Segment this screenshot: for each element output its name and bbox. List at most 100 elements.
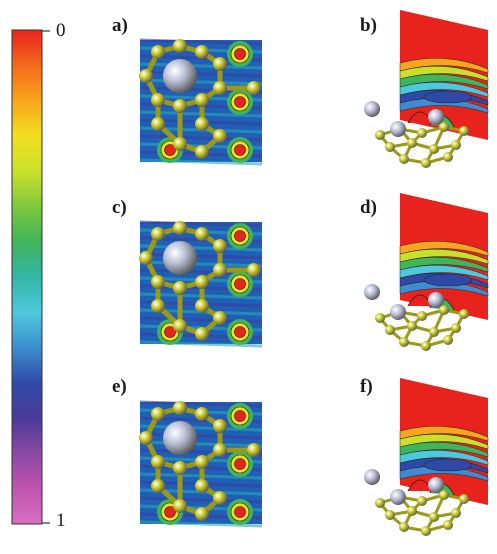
carbon-atom [195, 275, 209, 289]
side-view-panel-f [364, 378, 489, 536]
carbon-atom [417, 128, 427, 138]
carbon-atom [459, 126, 469, 136]
side-view-panel-b [364, 10, 489, 168]
carbon-atom [385, 325, 395, 335]
colorbar [11, 29, 50, 525]
carbon-atom [173, 499, 187, 513]
carbon-atom [173, 319, 187, 333]
carbon-atom [151, 227, 165, 241]
carbon-atom [417, 496, 427, 506]
carbon-atom [151, 117, 165, 131]
carbon-atom [443, 520, 453, 530]
carbon-atom [139, 69, 153, 83]
carbon-atom [407, 506, 417, 516]
adatom [364, 469, 380, 485]
carbon-atom [151, 299, 165, 313]
adatom [428, 109, 444, 125]
carbon-atom [139, 251, 153, 265]
carbon-atom [213, 311, 227, 325]
top-view-panel-c [139, 220, 263, 348]
colorbar-gradient [11, 29, 50, 525]
carbon-atom [375, 313, 385, 323]
carbon-atom [439, 122, 449, 132]
carbon-atom [247, 81, 261, 95]
carbon-atom [195, 507, 209, 521]
carbon-atom [247, 443, 261, 457]
carbon-atom [195, 407, 209, 421]
adatom [428, 292, 444, 308]
carbon-atom [195, 117, 209, 131]
carbon-atom [213, 81, 227, 95]
carbon-atom [399, 154, 409, 164]
carbon-atom [195, 45, 209, 59]
carbon-atom [429, 512, 439, 522]
adatom [428, 477, 444, 493]
adatom [163, 421, 197, 455]
carbon-atom [213, 443, 227, 457]
carbon-atom [151, 93, 165, 107]
panel-label-e: e) [112, 376, 127, 397]
carbon-atom [195, 327, 209, 341]
carbon-atom [443, 152, 453, 162]
carbon-atom [407, 138, 417, 148]
carbon-atom [195, 479, 209, 493]
panel-label-d: d) [360, 197, 377, 218]
carbon-atom [173, 99, 187, 113]
carbon-atom [439, 305, 449, 315]
carbon-atom [173, 137, 187, 151]
carbon-atom [195, 227, 209, 241]
panel-label-a: a) [112, 15, 128, 36]
carbon-atom [195, 455, 209, 469]
carbon-atom [139, 431, 153, 445]
carbon-atom [173, 401, 187, 415]
carbon-atom [213, 263, 227, 277]
adatom [163, 59, 197, 93]
carbon-atom [429, 144, 439, 154]
carbon-atom [213, 239, 227, 253]
carbon-atom [173, 281, 187, 295]
carbon-atom [173, 221, 187, 235]
panel-label-f: f) [360, 376, 373, 397]
colorbar-bottom-label: 1 [56, 510, 66, 531]
carbon-atom [421, 158, 431, 168]
carbon-atom [375, 130, 385, 140]
carbon-atom [375, 498, 385, 508]
carbon-atom [385, 510, 395, 520]
carbon-atom [151, 407, 165, 421]
panel-label-c: c) [112, 197, 127, 218]
carbon-atom [443, 335, 453, 345]
adatom [390, 121, 406, 137]
adatom [390, 489, 406, 505]
carbon-atom [173, 39, 187, 53]
carbon-atom [173, 461, 187, 475]
carbon-atom [151, 455, 165, 469]
carbon-atom [399, 337, 409, 347]
carbon-atom [151, 275, 165, 289]
carbon-atom [195, 93, 209, 107]
carbon-atom [151, 45, 165, 59]
adatom [390, 304, 406, 320]
carbon-atom [213, 491, 227, 505]
colorbar-top-label: 0 [56, 20, 66, 41]
top-view-panel-a [139, 38, 263, 166]
carbon-atom [213, 57, 227, 71]
adatom [163, 241, 197, 275]
carbon-atom [451, 508, 461, 518]
carbon-atom [459, 309, 469, 319]
carbon-atom [417, 311, 427, 321]
carbon-atom [247, 263, 261, 277]
adatom [364, 101, 380, 117]
side-view-panel-d [364, 193, 489, 351]
carbon-atom [451, 140, 461, 150]
carbon-atom [421, 341, 431, 351]
carbon-atom [151, 479, 165, 493]
carbon-atom [451, 323, 461, 333]
carbon-atom [407, 321, 417, 331]
carbon-atom [429, 327, 439, 337]
top-view-panel-e [139, 400, 263, 528]
carbon-atom [213, 129, 227, 143]
carbon-atom [213, 419, 227, 433]
carbon-atom [439, 490, 449, 500]
carbon-atom [399, 522, 409, 532]
carbon-atom [459, 494, 469, 504]
